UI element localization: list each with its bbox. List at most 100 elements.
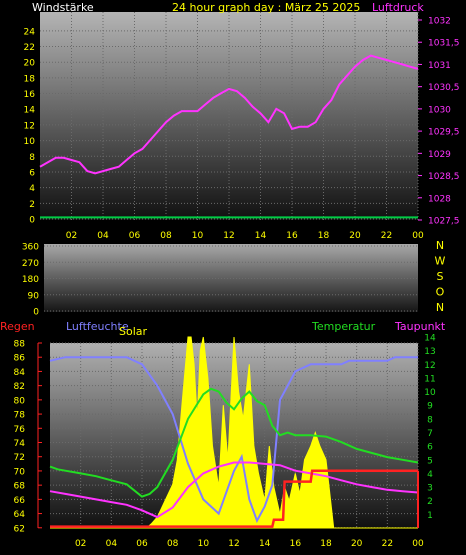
top-right-tick-label: 1030 <box>428 105 451 115</box>
mid-left-tick-label: 90 <box>28 291 40 301</box>
top-right-tick-label: 1031,5 <box>428 39 460 49</box>
bottom-left-tick-label: 70 <box>14 467 26 477</box>
bottom-left-tick-label: 76 <box>14 425 26 435</box>
compass-label: W <box>435 255 446 268</box>
top-left-tick-label: 14 <box>24 106 36 116</box>
top-left-tick-label: 24 <box>24 27 36 37</box>
top-x-tick-label: 20 <box>349 231 361 241</box>
bottom-left-tick-label: 62 <box>14 524 25 534</box>
top-x-tick-label: 22 <box>381 231 392 241</box>
top-x-tick-label: 16 <box>286 231 298 241</box>
top-x-tick-label: 18 <box>318 231 330 241</box>
top-right-tick-label: 1029 <box>428 150 451 160</box>
top-left-tick-label: 20 <box>24 59 36 69</box>
pressure-axis-label: Luftdruck <box>372 1 424 14</box>
bottom-x-tick-label: 12 <box>228 539 239 549</box>
bottom-right-tick-label: 10 <box>424 388 436 398</box>
top-right-tick-label: 1029,5 <box>428 128 460 138</box>
pressure-wind-panel: Windstärke 24 hour graph day : März 25 2… <box>24 1 460 241</box>
top-left-tick-label: 8 <box>29 153 35 163</box>
mid-left-tick-label: 0 <box>33 308 39 318</box>
top-x-ticks: 02 04 06 08 10 12 14 16 18 20 22 00 <box>66 231 424 241</box>
bottom-right-tick-label: 11 <box>424 374 435 384</box>
legend-taupunkt: Taupunkt <box>394 320 446 333</box>
top-grid <box>40 12 419 220</box>
top-series <box>39 54 419 219</box>
legend-temperatur: Temperatur <box>311 320 376 333</box>
bottom-right-tick-label: 3 <box>427 484 433 494</box>
top-right-tick-label: 1028,5 <box>428 172 460 182</box>
top-left-tick-label: 22 <box>24 43 35 53</box>
mid-left-tick-label: 360 <box>22 243 39 253</box>
series-line <box>49 356 418 524</box>
mid-left-tick-label: 180 <box>22 275 39 285</box>
bottom-left-tick-label: 78 <box>14 411 26 421</box>
bottom-right-tick-label: 5 <box>427 456 433 466</box>
chart-title: 24 hour graph day : März 25 2025 <box>172 1 360 14</box>
series-line <box>49 387 419 498</box>
top-x-tick-label: 14 <box>255 231 267 241</box>
top-x-tick-label: 04 <box>97 231 109 241</box>
bottom-x-tick-label: 08 <box>167 539 179 549</box>
top-left-tick-label: 18 <box>24 74 36 84</box>
bottom-x-tick-label: 04 <box>106 539 118 549</box>
bottom-left-tick-label: 84 <box>14 368 26 378</box>
bottom-left-tick-label: 88 <box>14 340 26 350</box>
bottom-right-tick-label: 7 <box>427 429 433 439</box>
bottom-right-tick-label: 1 <box>427 511 433 521</box>
top-right-tick-label: 1028 <box>428 194 451 204</box>
bottom-x-tick-label: 06 <box>136 539 148 549</box>
bottom-x-tick-label: 20 <box>351 539 363 549</box>
wind-axis-label: Windstärke <box>32 1 94 14</box>
bottom-right-tick-label: 6 <box>427 443 433 453</box>
bottom-series <box>49 336 419 529</box>
top-right-ticks: 1027,5 1028 1028,5 1029 1029,5 1030 1030,5 1031… <box>418 17 460 227</box>
top-x-tick-label: 06 <box>129 231 141 241</box>
solar-area <box>50 336 418 529</box>
bottom-left-tick-label: 66 <box>14 496 26 506</box>
compass-label: S <box>437 270 444 283</box>
bottom-right-tick-label: 14 <box>424 334 436 344</box>
bottom-left-tick-label: 64 <box>14 510 26 520</box>
top-x-tick-label: 02 <box>66 231 77 241</box>
bottom-left-tick-label: 80 <box>14 396 26 406</box>
compass-label: N <box>436 301 444 314</box>
mid-left-tick-label: 270 <box>22 259 39 269</box>
top-x-tick-label: 08 <box>160 231 172 241</box>
bottom-x-tick-label: 18 <box>320 539 332 549</box>
bottom-x-tick-label: 14 <box>259 539 271 549</box>
bottom-x-tick-label: 02 <box>75 539 86 549</box>
bottom-right-tick-label: 2 <box>427 497 433 507</box>
top-x-tick-label: 10 <box>192 231 204 241</box>
bottom-x-tick-label: 16 <box>290 539 302 549</box>
bottom-left-tick-label: 68 <box>14 482 26 492</box>
bottom-left-ticks: 62 64 66 68 70 72 74 76 78 80 82 84 86 88 <box>14 340 42 534</box>
mid-left-ticks: 0 90 180 270 360 <box>22 243 39 318</box>
top-plot-area <box>40 12 418 220</box>
bottom-right-tick-label: 4 <box>427 470 433 480</box>
bottom-right-tick-label: 8 <box>427 415 433 425</box>
compass-label: N <box>436 239 444 252</box>
series-line <box>50 469 418 528</box>
bottom-left-tick-label: 74 <box>14 439 26 449</box>
top-left-tick-label: 4 <box>29 184 35 194</box>
top-left-tick-label: 12 <box>24 121 35 131</box>
mid-grid <box>44 245 418 312</box>
top-right-tick-label: 1032 <box>428 17 451 27</box>
bottom-x-tick-label: 22 <box>382 539 393 549</box>
top-left-tick-label: 2 <box>29 200 35 210</box>
bottom-x-ticks: 02 04 06 08 10 12 14 16 18 20 22 00 <box>75 539 424 549</box>
top-left-tick-label: 16 <box>24 90 36 100</box>
top-left-tick-label: 10 <box>24 137 36 147</box>
compass-label: O <box>436 286 445 299</box>
bottom-right-tick-label: 13 <box>424 347 435 357</box>
legend-regen: Regen <box>0 320 35 333</box>
series-line <box>39 54 419 175</box>
top-x-tick-label: 12 <box>223 231 234 241</box>
top-left-tick-label: 6 <box>29 168 35 178</box>
